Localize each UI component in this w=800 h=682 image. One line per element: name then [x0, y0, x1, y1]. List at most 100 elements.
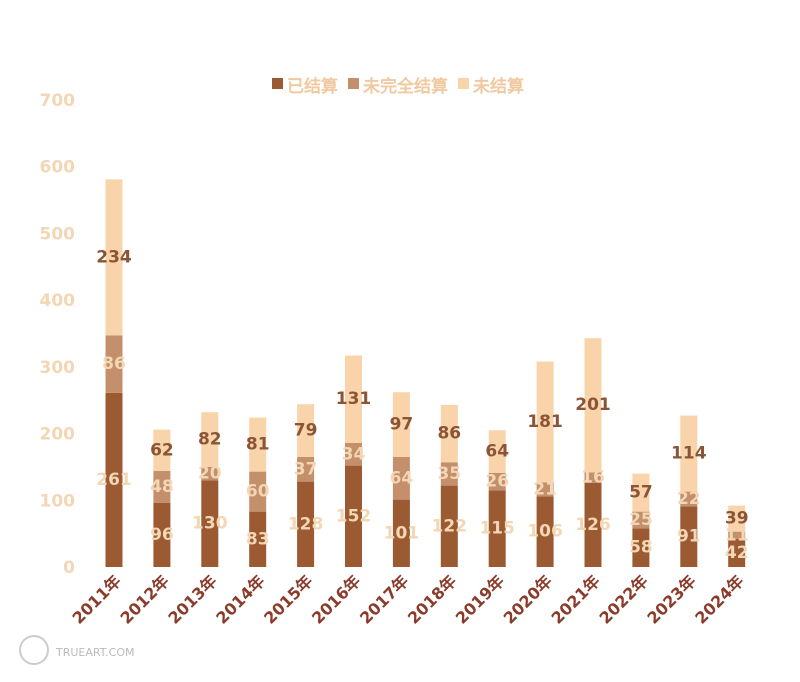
data-labels: 261 86 234 96 48 62 130 20 82 83 60 81 128 37 79 152 34 1… — [96, 247, 748, 563]
bar-segment — [105, 179, 123, 336]
data-label: 34 — [342, 444, 366, 464]
data-label: 152 — [336, 506, 372, 526]
y-tick-label: 200 — [40, 425, 76, 445]
data-label: 181 — [527, 412, 563, 432]
data-label: 81 — [246, 435, 270, 455]
data-label: 64 — [485, 442, 509, 462]
y-tick-label: 600 — [40, 158, 76, 178]
data-label: 21 — [533, 479, 557, 499]
bars — [105, 179, 746, 567]
bar-segment — [488, 472, 506, 491]
bar-segment — [680, 491, 698, 507]
x-tick-label: 2016年 — [308, 571, 364, 627]
bar-segment — [249, 471, 267, 512]
bar-segment — [153, 470, 171, 503]
data-label: 126 — [575, 515, 611, 535]
data-label: 35 — [437, 464, 461, 484]
bar-segment — [440, 404, 458, 463]
bar-segment — [392, 392, 410, 457]
data-label: 130 — [192, 514, 228, 534]
bar-segment — [680, 415, 698, 492]
x-tick-label: 2014年 — [212, 571, 268, 627]
legend-swatch — [458, 78, 469, 89]
bar-segment — [297, 404, 315, 457]
legend-swatch — [348, 78, 359, 89]
legend: 已结算 未完全结算 未结算 — [272, 76, 524, 97]
data-label: 60 — [246, 482, 270, 502]
x-tick-label: 2020年 — [500, 571, 556, 627]
data-label: 22 — [677, 489, 701, 509]
x-tick-label: 2012年 — [116, 571, 172, 627]
bar-segment — [680, 506, 698, 567]
bar-segment — [728, 531, 746, 539]
legend-label: 已结算 — [287, 76, 338, 97]
bar-segment — [584, 482, 602, 567]
y-tick-label: 100 — [40, 491, 76, 511]
data-label: 48 — [150, 477, 174, 497]
data-label: 122 — [432, 516, 468, 536]
bar-segment — [392, 499, 410, 567]
watermark: TRUEART.COM — [19, 635, 134, 665]
watermark-text: TRUEART.COM — [55, 646, 134, 659]
data-label: 131 — [336, 389, 372, 409]
data-label: 57 — [629, 483, 653, 503]
bar-segment — [584, 472, 602, 483]
data-label: 91 — [677, 527, 701, 547]
bar-segment — [345, 442, 362, 466]
data-label: 106 — [527, 522, 563, 542]
bar-segment — [297, 456, 315, 482]
y-axis: 0 100 200 300 400 500 600 700 — [40, 91, 76, 578]
y-tick-label: 500 — [40, 224, 76, 244]
y-tick-label: 0 — [63, 558, 75, 578]
bar-segment — [297, 481, 315, 567]
x-tick-label: 2013年 — [164, 571, 220, 627]
y-tick-label: 400 — [40, 291, 76, 311]
bar-segment — [488, 490, 506, 567]
bar-segment — [392, 456, 410, 500]
legend-label: 未结算 — [472, 76, 524, 97]
bar-segment — [488, 430, 506, 473]
data-label: 62 — [150, 440, 174, 460]
bar-segment — [105, 335, 123, 393]
data-label: 261 — [96, 470, 132, 490]
bar-segment — [632, 511, 650, 529]
bar-segment — [201, 466, 219, 481]
y-tick-label: 700 — [40, 91, 76, 111]
bar-segment — [536, 496, 554, 567]
data-label: 25 — [629, 510, 653, 530]
data-label: 96 — [150, 525, 174, 545]
data-label: 83 — [246, 529, 270, 549]
bar-segment — [728, 505, 746, 532]
x-tick-label: 2019年 — [452, 571, 508, 627]
data-label: 101 — [384, 523, 420, 543]
x-tick-label: 2018年 — [404, 571, 460, 627]
bar-segment — [153, 502, 171, 567]
legend-label: 未完全结算 — [362, 76, 448, 97]
x-tick-label: 2011年 — [69, 571, 125, 627]
data-label: 115 — [479, 519, 515, 539]
bar-segment — [153, 429, 171, 471]
data-label: 26 — [485, 472, 509, 492]
bar-segment — [728, 538, 746, 567]
data-label: 64 — [390, 468, 414, 488]
x-tick-label: 2024年 — [691, 571, 747, 627]
x-tick-label: 2022年 — [595, 571, 651, 627]
bar-segment — [632, 473, 650, 512]
legend-swatch — [272, 78, 283, 89]
data-label: 86 — [437, 424, 461, 444]
data-label: 37 — [294, 459, 318, 479]
data-label: 234 — [96, 247, 132, 267]
bar-segment — [584, 338, 602, 473]
x-tick-label: 2017年 — [356, 571, 412, 627]
x-tick-label: 2015年 — [260, 571, 316, 627]
x-tick-label: 2023年 — [643, 571, 699, 627]
bar-segment — [536, 482, 554, 497]
bar-segment — [249, 511, 267, 567]
bar-segment — [345, 465, 362, 567]
bar-segment — [440, 485, 458, 567]
watermark-logo-icon — [19, 635, 49, 665]
data-label: 39 — [725, 509, 749, 529]
data-label: 114 — [671, 444, 707, 464]
data-label: 82 — [198, 430, 222, 450]
